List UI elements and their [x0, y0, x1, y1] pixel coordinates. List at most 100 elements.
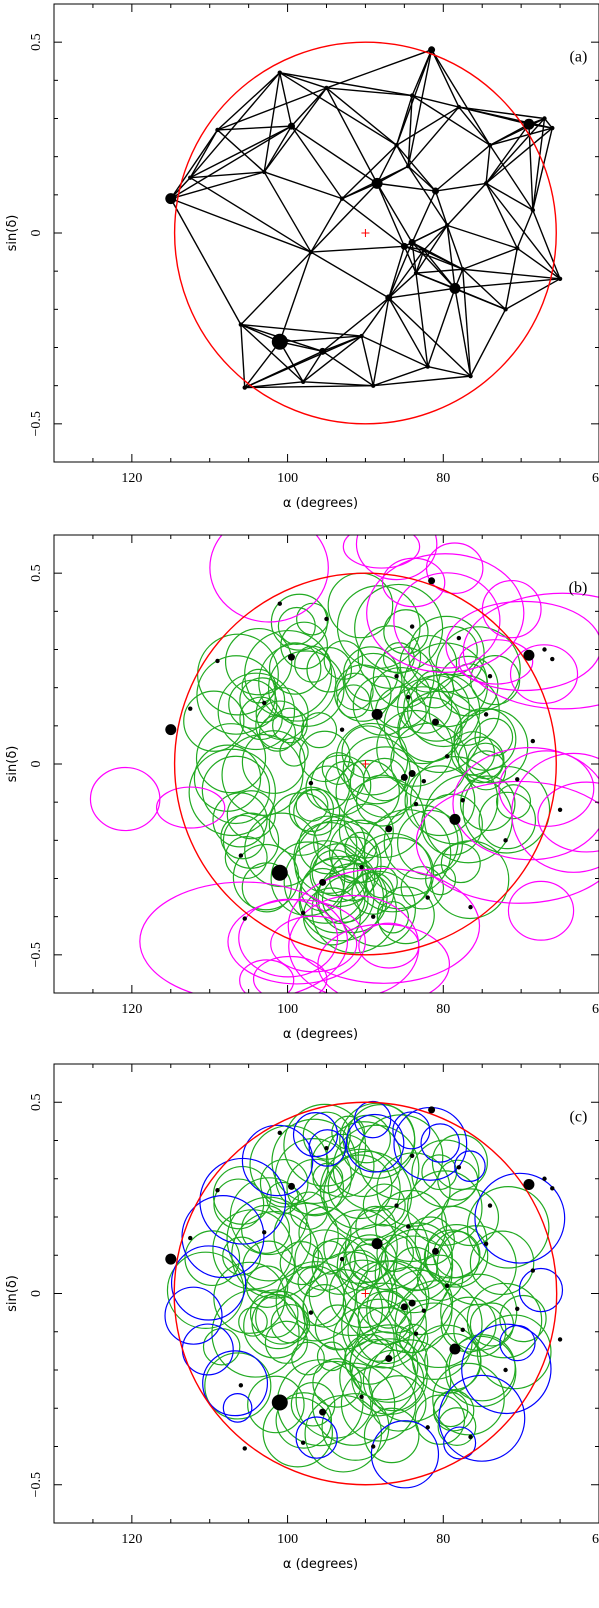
data-point	[530, 1268, 536, 1273]
triangulation-edge	[454, 278, 561, 290]
boundary-circle	[173, 1101, 558, 1486]
triangulation-edge	[189, 177, 312, 253]
triangulation-edge	[462, 268, 561, 280]
triangulation-edge	[415, 268, 463, 274]
triangulation-edge	[396, 144, 437, 192]
triangulation-edge	[372, 365, 428, 387]
data-point	[428, 1106, 436, 1114]
outer-circle	[454, 1150, 486, 1183]
outer-circle	[292, 1112, 339, 1158]
inner-circle	[264, 1320, 309, 1364]
data-point	[468, 904, 473, 910]
triangulation-edge	[395, 95, 413, 146]
inner-circle	[301, 712, 338, 749]
triangulation-edge	[190, 171, 265, 179]
data-point	[371, 383, 376, 388]
inner-circle	[244, 812, 319, 888]
inner-circle	[383, 804, 459, 880]
inner-circle	[333, 1307, 395, 1369]
triangulation-edge	[279, 251, 312, 343]
triangulation-edge	[462, 247, 518, 270]
triangulation-edge	[240, 323, 362, 337]
data-point	[444, 754, 450, 759]
triangulation-edge	[434, 190, 448, 226]
triangulation-edge	[217, 125, 292, 131]
data-point	[550, 1186, 555, 1191]
triangulation-edge	[322, 350, 374, 387]
triangulation-edge	[404, 245, 464, 270]
outer-circle	[308, 1129, 347, 1167]
outer-circle	[507, 880, 575, 941]
triangulation-edge	[376, 183, 413, 243]
data-point	[456, 635, 462, 641]
inner-circle	[478, 791, 537, 850]
inner-circle	[241, 730, 306, 794]
inner-circle	[280, 621, 328, 670]
data-point	[300, 910, 306, 916]
triangulation-edge	[326, 87, 413, 97]
plot-area	[164, 1100, 566, 1489]
y-tick-label: 0.5	[29, 1094, 44, 1112]
data-point	[503, 838, 508, 843]
inner-circle	[440, 1296, 497, 1353]
outer-circle	[155, 786, 226, 829]
triangulation-edge	[303, 381, 374, 387]
inner-circle	[470, 655, 521, 706]
plot-area	[165, 41, 563, 425]
outer-circle	[199, 1157, 287, 1245]
triangulation-edge	[458, 106, 553, 129]
data-point	[385, 294, 393, 302]
data-point	[406, 1224, 411, 1229]
triangulation-edge	[263, 72, 281, 173]
triangulation-edge	[263, 87, 328, 173]
data-point	[262, 1230, 267, 1235]
inner-circle	[323, 640, 364, 680]
outer-circle	[393, 572, 501, 669]
triangulation-edge	[403, 246, 417, 274]
data-point	[421, 778, 427, 784]
inner-circle	[400, 866, 445, 910]
data-point	[432, 718, 439, 726]
triangulation-edge	[373, 375, 471, 387]
inner-circle	[247, 1375, 305, 1434]
data-point	[277, 70, 282, 75]
outer-circle	[164, 1286, 223, 1345]
inner-circle	[204, 1352, 272, 1420]
triangulation-edge	[310, 198, 343, 253]
inner-circle	[344, 831, 377, 865]
inner-circle	[342, 1234, 398, 1289]
data-point	[425, 1425, 430, 1430]
data-point	[432, 187, 439, 195]
triangulation-edge	[341, 198, 405, 247]
data-point	[165, 724, 177, 736]
inner-circle	[354, 583, 444, 673]
triangulation-edge	[244, 381, 304, 389]
inner-circle	[262, 1396, 334, 1468]
triangulation-edge	[485, 183, 518, 249]
inner-circle	[309, 843, 369, 903]
data-point	[523, 649, 535, 661]
triangulation-edge	[279, 72, 327, 89]
center-marker	[361, 229, 370, 237]
triangulation-edge	[485, 182, 561, 280]
triangulation-edge	[388, 272, 417, 299]
outer-circle	[511, 752, 599, 873]
data-point	[287, 653, 295, 661]
data-point	[188, 1235, 193, 1241]
data-point	[523, 118, 535, 130]
inner-circle	[224, 835, 268, 879]
outer-circle	[241, 1124, 314, 1197]
data-point	[215, 127, 220, 133]
triangulation-edge	[302, 350, 324, 383]
inner-circle	[370, 1375, 427, 1432]
data-point	[271, 864, 288, 881]
triangulation-edge	[240, 251, 312, 326]
inner-circle	[220, 814, 265, 860]
outer-circle	[537, 781, 599, 853]
y-tick-label: 0	[29, 761, 44, 768]
inner-circle	[341, 1282, 427, 1369]
inner-circle	[342, 736, 411, 805]
triangulation-edge	[407, 49, 433, 167]
triangulation-edge	[279, 335, 362, 343]
triangulation-edge	[489, 117, 545, 146]
